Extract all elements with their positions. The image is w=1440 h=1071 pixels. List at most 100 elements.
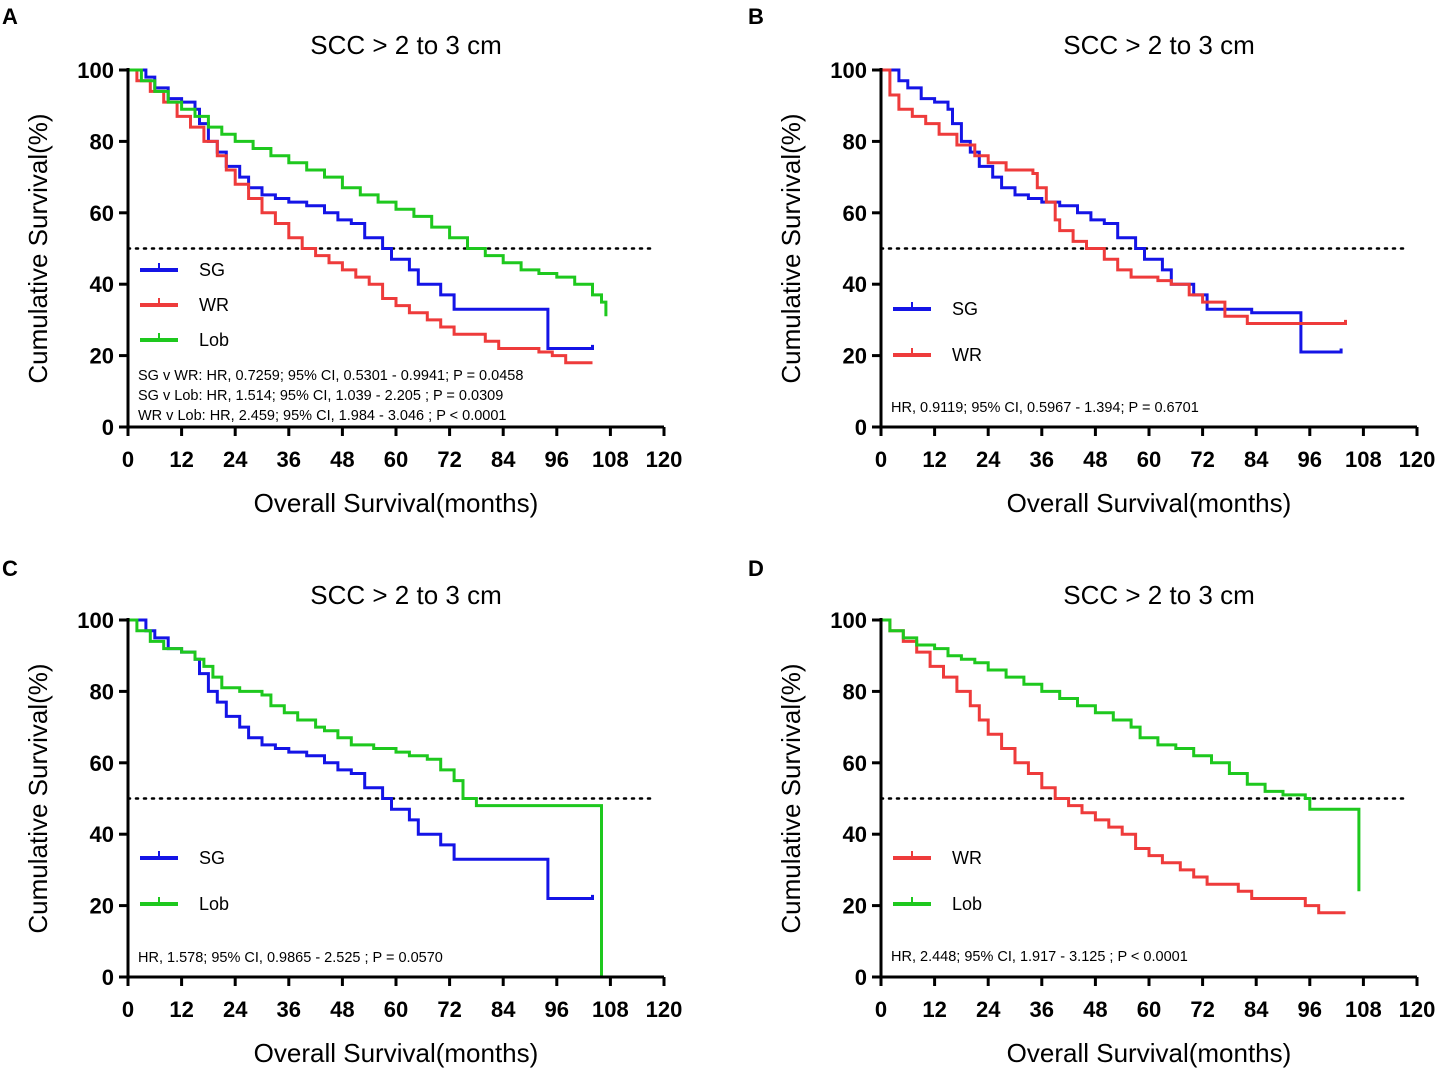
y-tick-label: 100	[77, 608, 114, 633]
x-tick-label: 12	[169, 997, 193, 1022]
series-line-sg	[128, 68, 594, 350]
x-tick-label: 108	[1345, 447, 1382, 472]
x-tick-label: 36	[1030, 997, 1054, 1022]
x-tick-label: 24	[976, 997, 1001, 1022]
x-tick-label: 84	[491, 997, 516, 1022]
y-axis-title: Cumulative Survival(%)	[776, 663, 806, 933]
y-tick-label: 0	[855, 415, 867, 440]
legend-label-wr: WR	[952, 848, 982, 868]
series-line-wr	[881, 618, 1346, 915]
stat-annotation: HR, 1.578; 95% CI, 0.9865 - 2.525 ; P = …	[138, 950, 443, 966]
x-tick-label: 108	[592, 447, 629, 472]
y-tick-label: 40	[90, 272, 114, 297]
y-tick-label: 100	[830, 58, 867, 83]
series-line-lob	[128, 618, 603, 977]
panel-letter: A	[2, 4, 18, 29]
y-tick-label: 100	[830, 608, 867, 633]
x-tick-label: 72	[1190, 447, 1214, 472]
y-tick-label: 20	[843, 344, 867, 369]
y-tick-label: 80	[843, 679, 867, 704]
x-axis-title: Overall Survival(months)	[1007, 1038, 1292, 1068]
chart-title: SCC > 2 to 3 cm	[310, 30, 501, 60]
panel-b: SCC > 2 to 3 cm Cumulative Survival(%) Ove…	[776, 30, 1435, 518]
x-tick-label: 60	[384, 997, 408, 1022]
y-tick-label: 60	[90, 201, 114, 226]
legend-label-lob: Lob	[199, 330, 229, 350]
x-tick-label: 108	[1345, 997, 1382, 1022]
x-tick-label: 0	[875, 997, 887, 1022]
x-tick-label: 120	[646, 997, 683, 1022]
x-tick-label: 24	[223, 997, 248, 1022]
x-tick-label: 84	[1244, 447, 1269, 472]
y-tick-label: 60	[843, 751, 867, 776]
y-tick-label: 80	[90, 679, 114, 704]
x-tick-label: 12	[169, 447, 193, 472]
x-tick-label: 72	[437, 997, 461, 1022]
panel-letter: C	[2, 556, 18, 581]
y-axis-title: Cumulative Survival(%)	[23, 113, 53, 383]
y-tick-label: 0	[102, 415, 114, 440]
x-tick-label: 120	[646, 447, 683, 472]
y-tick-label: 60	[90, 751, 114, 776]
series-line-wr	[128, 68, 593, 365]
x-tick-label: 36	[277, 447, 301, 472]
x-tick-label: 0	[875, 447, 887, 472]
series-line-wr	[881, 68, 1347, 325]
y-tick-label: 60	[843, 201, 867, 226]
x-tick-label: 24	[976, 447, 1001, 472]
y-axis-title: Cumulative Survival(%)	[776, 113, 806, 383]
x-tick-label: 120	[1399, 997, 1436, 1022]
x-tick-label: 84	[491, 447, 516, 472]
x-tick-label: 48	[1083, 997, 1107, 1022]
x-tick-label: 108	[592, 997, 629, 1022]
x-tick-label: 36	[277, 997, 301, 1022]
x-tick-label: 36	[1030, 447, 1054, 472]
y-axis-title: Cumulative Survival(%)	[23, 663, 53, 933]
y-tick-label: 100	[77, 58, 114, 83]
legend-label-wr: WR	[199, 295, 229, 315]
x-tick-label: 60	[1137, 447, 1161, 472]
y-tick-label: 0	[855, 965, 867, 990]
x-axis-title: Overall Survival(months)	[1007, 488, 1292, 518]
y-tick-label: 0	[102, 965, 114, 990]
y-tick-label: 20	[90, 344, 114, 369]
x-tick-label: 96	[1298, 997, 1322, 1022]
x-tick-label: 96	[545, 997, 569, 1022]
chart-title: SCC > 2 to 3 cm	[310, 580, 501, 610]
series-line-lob	[881, 618, 1361, 892]
x-axis-title: Overall Survival(months)	[254, 1038, 539, 1068]
stat-annotation: SG v WR: HR, 0.7259; 95% CI, 0.5301 - 0.…	[138, 368, 523, 384]
series-line-sg	[128, 618, 594, 900]
y-tick-label: 80	[843, 129, 867, 154]
panel-c: SCC > 2 to 3 cm Cumulative Survival(%) Ove…	[23, 580, 682, 1068]
x-tick-label: 48	[330, 997, 354, 1022]
x-tick-label: 84	[1244, 997, 1269, 1022]
y-tick-label: 40	[90, 822, 114, 847]
x-tick-label: 12	[922, 997, 946, 1022]
panel-d: SCC > 2 to 3 cm Cumulative Survival(%) Ove…	[776, 580, 1435, 1068]
x-tick-label: 72	[437, 447, 461, 472]
x-tick-label: 120	[1399, 447, 1436, 472]
x-tick-label: 48	[330, 447, 354, 472]
x-tick-label: 0	[122, 447, 134, 472]
x-axis-title: Overall Survival(months)	[254, 488, 539, 518]
legend-label-wr: WR	[952, 345, 982, 365]
panel-letter: B	[748, 4, 764, 29]
panel-letter: D	[748, 556, 764, 581]
x-tick-label: 12	[922, 447, 946, 472]
legend-label-sg: SG	[952, 299, 978, 319]
legend-label-sg: SG	[199, 260, 225, 280]
legend-label-sg: SG	[199, 848, 225, 868]
x-tick-label: 48	[1083, 447, 1107, 472]
x-tick-label: 24	[223, 447, 248, 472]
x-tick-label: 0	[122, 997, 134, 1022]
stat-annotation: HR, 2.448; 95% CI, 1.917 - 3.125 ; P < 0…	[891, 949, 1188, 965]
panel-a: SCC > 2 to 3 cm Cumulative Survival(%) Ove…	[23, 30, 682, 518]
legend-label-lob: Lob	[199, 894, 229, 914]
y-tick-label: 80	[90, 129, 114, 154]
stat-annotation: HR, 0.9119; 95% CI, 0.5967 - 1.394; P = …	[891, 400, 1199, 416]
x-tick-label: 96	[1298, 447, 1322, 472]
y-tick-label: 20	[90, 894, 114, 919]
series-line-lob	[128, 68, 608, 317]
x-tick-label: 60	[384, 447, 408, 472]
